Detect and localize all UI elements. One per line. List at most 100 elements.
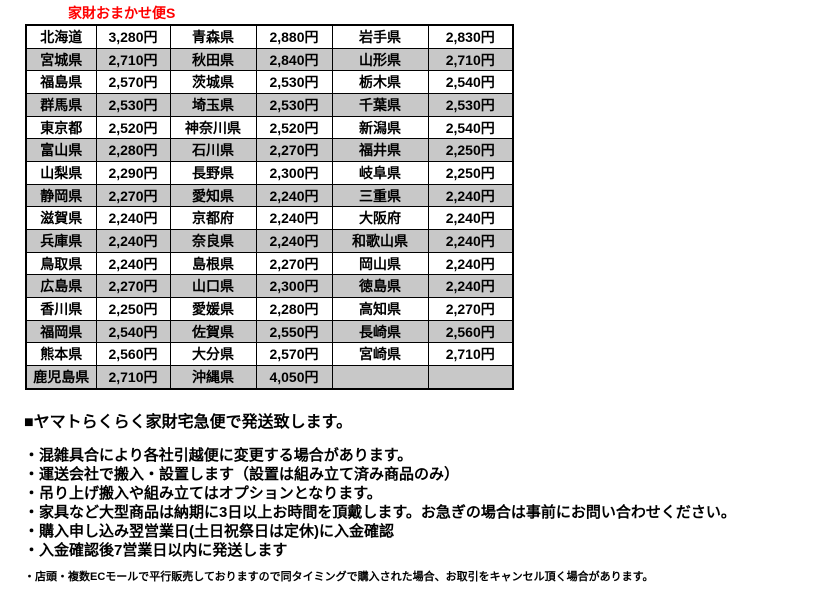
- price-cell: [427, 365, 514, 390]
- shipping-fee-table: 北海道 3,280円 青森県 2,880円 岩手県 2,830円 宮城県 2,710円 秋田県 2…: [25, 24, 514, 390]
- table-row: 滋賀県 2,240円 京都府 2,240円 大阪府 2,240円: [25, 206, 514, 231]
- table-row: 鳥取県 2,240円 島根県 2,270円 岡山県 2,240円: [25, 251, 514, 276]
- price-cell: 2,710円: [95, 47, 171, 72]
- price-cell: 2,270円: [95, 183, 171, 208]
- prefecture-cell: 長野県: [169, 161, 257, 185]
- prefecture-cell: 石川県: [169, 138, 257, 163]
- prefecture-cell: 奈良県: [169, 229, 257, 253]
- note-bullet: ・入金確認後7営業日以内に発送します: [24, 542, 288, 559]
- price-cell: 2,530円: [427, 93, 514, 117]
- shipping-table-body: 北海道 3,280円 青森県 2,880円 岩手県 2,830円 宮城県 2,710円 秋田県 2…: [25, 24, 514, 390]
- prefecture-cell: 福岡県: [25, 319, 97, 344]
- prefecture-cell: 佐賀県: [169, 319, 257, 344]
- price-cell: 2,280円: [95, 138, 171, 163]
- price-cell: 2,240円: [255, 229, 333, 253]
- price-cell: 2,240円: [255, 183, 333, 208]
- prefecture-cell: 山梨県: [25, 161, 97, 185]
- price-cell: 2,240円: [427, 206, 514, 231]
- table-row: 静岡県 2,270円 愛知県 2,240円 三重県 2,240円: [25, 183, 514, 208]
- table-title: 家財おまかせ便S: [68, 5, 176, 21]
- notes-heading: ■ヤマトらくらく家財宅急便で発送致します。: [24, 414, 353, 431]
- price-cell: 2,290円: [95, 161, 171, 185]
- prefecture-cell: 大分県: [169, 342, 257, 367]
- prefecture-cell: 宮城県: [25, 47, 97, 72]
- shipping-notes: ■ヤマトらくらく家財宅急便で発送致します。 ・混雑具合により各社引越便に変更する…: [24, 408, 814, 584]
- note-bullet: ・運送会社で搬入・設置します（設置は組み立て済み商品のみ）: [24, 466, 460, 483]
- prefecture-cell: 沖縄県: [169, 365, 257, 390]
- prefecture-cell: 山形県: [331, 47, 429, 72]
- price-cell: 2,570円: [95, 70, 171, 95]
- prefecture-cell: 東京都: [25, 115, 97, 140]
- prefecture-cell: 青森県: [169, 24, 257, 49]
- price-cell: 2,560円: [95, 342, 171, 367]
- prefecture-cell: 岐阜県: [331, 161, 429, 185]
- price-cell: 2,830円: [427, 24, 514, 49]
- prefecture-cell: 長崎県: [331, 319, 429, 344]
- price-cell: 2,240円: [95, 251, 171, 276]
- table-row: 広島県 2,270円 山口県 2,300円 徳島県 2,240円: [25, 274, 514, 299]
- prefecture-cell: 群馬県: [25, 93, 97, 117]
- table-row: 福岡県 2,540円 佐賀県 2,550円 長崎県 2,560円: [25, 319, 514, 344]
- note-bullet: ・吊り上げ搬入や組み立てはオプションとなります。: [24, 485, 382, 502]
- prefecture-cell: 栃木県: [331, 70, 429, 95]
- table-row: 兵庫県 2,240円 奈良県 2,240円 和歌山県 2,240円: [25, 229, 514, 253]
- price-cell: 2,270円: [255, 138, 333, 163]
- table-row: 香川県 2,250円 愛媛県 2,280円 高知県 2,270円: [25, 297, 514, 321]
- prefecture-cell: [331, 365, 429, 390]
- price-cell: 2,540円: [95, 319, 171, 344]
- prefecture-cell: 愛媛県: [169, 297, 257, 321]
- price-cell: 2,520円: [255, 115, 333, 140]
- prefecture-cell: 千葉県: [331, 93, 429, 117]
- prefecture-cell: 岩手県: [331, 24, 429, 49]
- price-cell: 2,250円: [95, 297, 171, 321]
- prefecture-cell: 大阪府: [331, 206, 429, 231]
- prefecture-cell: 京都府: [169, 206, 257, 231]
- price-cell: 2,240円: [95, 206, 171, 231]
- price-cell: 2,240円: [427, 251, 514, 276]
- prefecture-cell: 広島県: [25, 274, 97, 299]
- price-cell: 2,530円: [95, 93, 171, 117]
- prefecture-cell: 和歌山県: [331, 229, 429, 253]
- price-cell: 2,240円: [427, 183, 514, 208]
- table-row: 富山県 2,280円 石川県 2,270円 福井県 2,250円: [25, 138, 514, 163]
- prefecture-cell: 徳島県: [331, 274, 429, 299]
- price-cell: 2,300円: [255, 161, 333, 185]
- note-bullet: ・家具など大型商品は納期に3日以上お時間を頂戴します。お急ぎの場合は事前にお問い…: [24, 504, 736, 521]
- prefecture-cell: 秋田県: [169, 47, 257, 72]
- prefecture-cell: 高知県: [331, 297, 429, 321]
- prefecture-cell: 神奈川県: [169, 115, 257, 140]
- price-cell: 2,530円: [255, 70, 333, 95]
- prefecture-cell: 静岡県: [25, 183, 97, 208]
- price-cell: 2,540円: [427, 70, 514, 95]
- note-bullet: ・購入申し込み翌営業日(土日祝祭日は定休)に入金確認: [24, 523, 394, 540]
- prefecture-cell: 滋賀県: [25, 206, 97, 231]
- price-cell: 2,270円: [95, 274, 171, 299]
- table-row: 鹿児島県 2,710円 沖縄県 4,050円: [25, 365, 514, 390]
- price-cell: 2,530円: [255, 93, 333, 117]
- price-cell: 2,240円: [427, 229, 514, 253]
- price-cell: 2,270円: [427, 297, 514, 321]
- price-cell: 2,300円: [255, 274, 333, 299]
- table-row: 熊本県 2,560円 大分県 2,570円 宮崎県 2,710円: [25, 342, 514, 367]
- prefecture-cell: 島根県: [169, 251, 257, 276]
- table-row: 東京都 2,520円 神奈川県 2,520円 新潟県 2,540円: [25, 115, 514, 140]
- price-cell: 2,710円: [95, 365, 171, 390]
- price-cell: 2,540円: [427, 115, 514, 140]
- prefecture-cell: 兵庫県: [25, 229, 97, 253]
- prefecture-cell: 香川県: [25, 297, 97, 321]
- prefecture-cell: 岡山県: [331, 251, 429, 276]
- prefecture-cell: 新潟県: [331, 115, 429, 140]
- price-cell: 2,560円: [427, 319, 514, 344]
- price-cell: 2,250円: [427, 138, 514, 163]
- price-cell: 2,710円: [427, 47, 514, 72]
- price-cell: 2,570円: [255, 342, 333, 367]
- table-row: 北海道 3,280円 青森県 2,880円 岩手県 2,830円: [25, 24, 514, 49]
- price-cell: 2,270円: [255, 251, 333, 276]
- price-cell: 2,880円: [255, 24, 333, 49]
- prefecture-cell: 鳥取県: [25, 251, 97, 276]
- prefecture-cell: 三重県: [331, 183, 429, 208]
- prefecture-cell: 鹿児島県: [25, 365, 97, 390]
- table-row: 山梨県 2,290円 長野県 2,300円 岐阜県 2,250円: [25, 161, 514, 185]
- price-cell: 2,280円: [255, 297, 333, 321]
